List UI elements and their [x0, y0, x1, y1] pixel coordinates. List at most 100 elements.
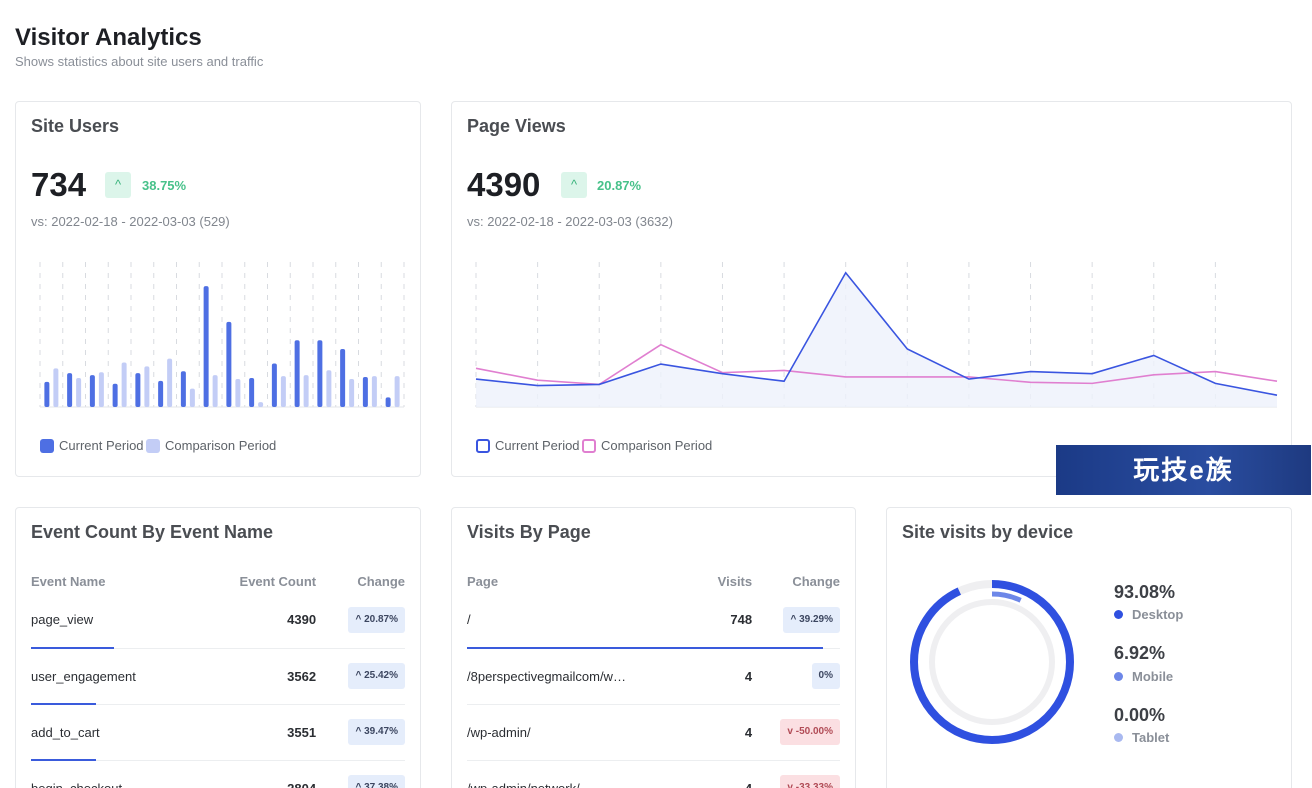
column-header[interactable]: Event Count [239, 573, 317, 589]
table-row[interactable]: / 748 ^ 39.29% [467, 592, 840, 649]
mobile-dot-icon [1114, 672, 1123, 681]
table-row[interactable]: add_to_cart 3551 ^ 39.47% [31, 704, 405, 761]
bar-current [249, 378, 255, 407]
row-name: user_engagement [31, 648, 196, 705]
column-header[interactable]: Visits [717, 573, 753, 589]
watermark-text: 玩技e族 [1133, 455, 1234, 485]
device-mobile-pct: 6.92% [1114, 643, 1166, 663]
change-badge: 0% [811, 663, 840, 689]
row-label: page_view [31, 612, 94, 628]
bar-current [158, 380, 164, 407]
bar-current [271, 363, 277, 407]
change-badge: ^ 25.42% [348, 663, 405, 689]
device-desktop-pct: 93.08% [1114, 582, 1176, 602]
row-count: 4 [744, 724, 753, 740]
bar-current [89, 375, 95, 407]
card-title: Site visits by device [902, 522, 1074, 542]
bar-current [385, 397, 391, 407]
bar-comparison [235, 378, 241, 407]
table-row[interactable]: begin_checkout 2804 ^ 37.38% [31, 760, 405, 788]
row-share-bar [31, 702, 97, 705]
card-title: Visits By Page [467, 522, 591, 542]
page-views-line-chart [475, 262, 1278, 408]
donut-arc-mobile [921, 591, 1063, 733]
bar-comparison [258, 402, 264, 407]
device-label: Tablet [1132, 730, 1170, 745]
table-row[interactable]: page_view 4390 ^ 20.87% [31, 592, 405, 649]
column-header[interactable]: Page [467, 573, 499, 589]
row-share-bar [31, 646, 115, 649]
change-badge: ^ 20.87% [348, 606, 405, 633]
bar-comparison [189, 388, 195, 407]
column-header[interactable]: Change [792, 573, 840, 589]
device-tablet-label: Tablet [1114, 730, 1169, 745]
card-title: Event Count By Event Name [31, 522, 274, 542]
event-count-table: Event Name Event Count Change page_view 4… [31, 570, 405, 788]
legend-swatch [582, 438, 596, 453]
visits-by-page-card: Visits By Page Page Visits Change / 748 ^ … [451, 507, 856, 788]
row-count: 4 [744, 668, 753, 684]
bar-current [362, 377, 368, 407]
tablet-dot-icon [1114, 733, 1123, 742]
area-current [476, 272, 1277, 407]
line-current [475, 271, 1278, 396]
bar-current [44, 381, 50, 407]
visits-by-page-table: Page Visits Change / 748 ^ 39.29% /8perspec… [467, 570, 840, 788]
line-comparison [475, 343, 1278, 386]
table-row[interactable]: /wp-admin/4 v -50.00% [467, 704, 840, 760]
change-value: -50.00% [795, 726, 833, 737]
change-value: 25.42% [364, 670, 398, 681]
bar-comparison [349, 378, 355, 407]
change-value: 37.38% [364, 782, 398, 788]
comparison-text: vs: 2022-02-18 - 2022-03-03 (3632) [467, 214, 673, 229]
column-header[interactable]: Event Name [31, 573, 106, 589]
row-change: ^ 39.47% [316, 704, 405, 760]
page-subtitle: Shows statistics about site users and tr… [15, 54, 264, 69]
page-views-card: Page Views 4390 ^ 20.87% vs: 2022-02-18 … [451, 101, 1292, 477]
row-share-bar [467, 646, 823, 649]
arrow-up-icon: ^ [790, 613, 800, 625]
legend-current[interactable]: Current Period [40, 438, 144, 453]
table-row[interactable]: /8perspectivegmailcom/w… 4 0% [467, 648, 840, 704]
bar-current [226, 321, 232, 407]
legend-comparison[interactable]: Comparison Period [582, 438, 712, 453]
row-count: 4 [744, 780, 753, 788]
card-title: Page Views [467, 116, 566, 136]
bar-comparison [76, 378, 82, 407]
bar-comparison [167, 358, 173, 407]
site-users-value: 734 [31, 166, 87, 203]
legend-label: Comparison Period [165, 438, 277, 453]
row-change: ^ 37.38% [316, 760, 405, 788]
device-mobile-label: Mobile [1114, 669, 1173, 684]
row-name: /wp-admin/network/ [467, 760, 701, 788]
row-change: ^ 20.87% [316, 592, 405, 648]
arrow-up-icon: ^ [355, 782, 365, 788]
page-title: Visitor Analytics [15, 24, 202, 51]
bar-current [135, 373, 141, 407]
device-label: Desktop [1132, 607, 1184, 622]
legend-comparison[interactable]: Comparison Period [146, 438, 276, 453]
desktop-dot-icon [1114, 610, 1123, 619]
bar-current [112, 383, 118, 407]
change-badge: ^ 37.38% [348, 775, 405, 788]
change-badge: v -33.33% [780, 775, 840, 788]
legend-current[interactable]: Current Period [476, 438, 580, 453]
arrow-down-icon: v [787, 782, 796, 788]
row-name: begin_checkout [31, 760, 196, 788]
row-name: /8perspectivegmailcom/w… [467, 648, 701, 704]
row-label: add_to_cart [31, 724, 100, 740]
change-value: 0% [818, 670, 833, 681]
table-row[interactable]: /wp-admin/network/4 v -33.33% [467, 760, 840, 788]
trend-up-icon: ^ [561, 172, 587, 198]
arrow-up-icon: ^ [355, 613, 365, 625]
row-count: 3551 [287, 724, 317, 740]
row-change: 0% [752, 648, 840, 704]
bar-current [203, 286, 209, 407]
row-count: 748 [730, 612, 753, 628]
table-row[interactable]: user_engagement 3562 ^ 25.42% [31, 648, 405, 705]
row-label: /wp-admin/network/ [467, 780, 580, 788]
legend-swatch [40, 438, 54, 453]
legend-swatch [476, 438, 490, 453]
column-header[interactable]: Change [357, 573, 405, 589]
legend-label: Current Period [59, 438, 144, 453]
